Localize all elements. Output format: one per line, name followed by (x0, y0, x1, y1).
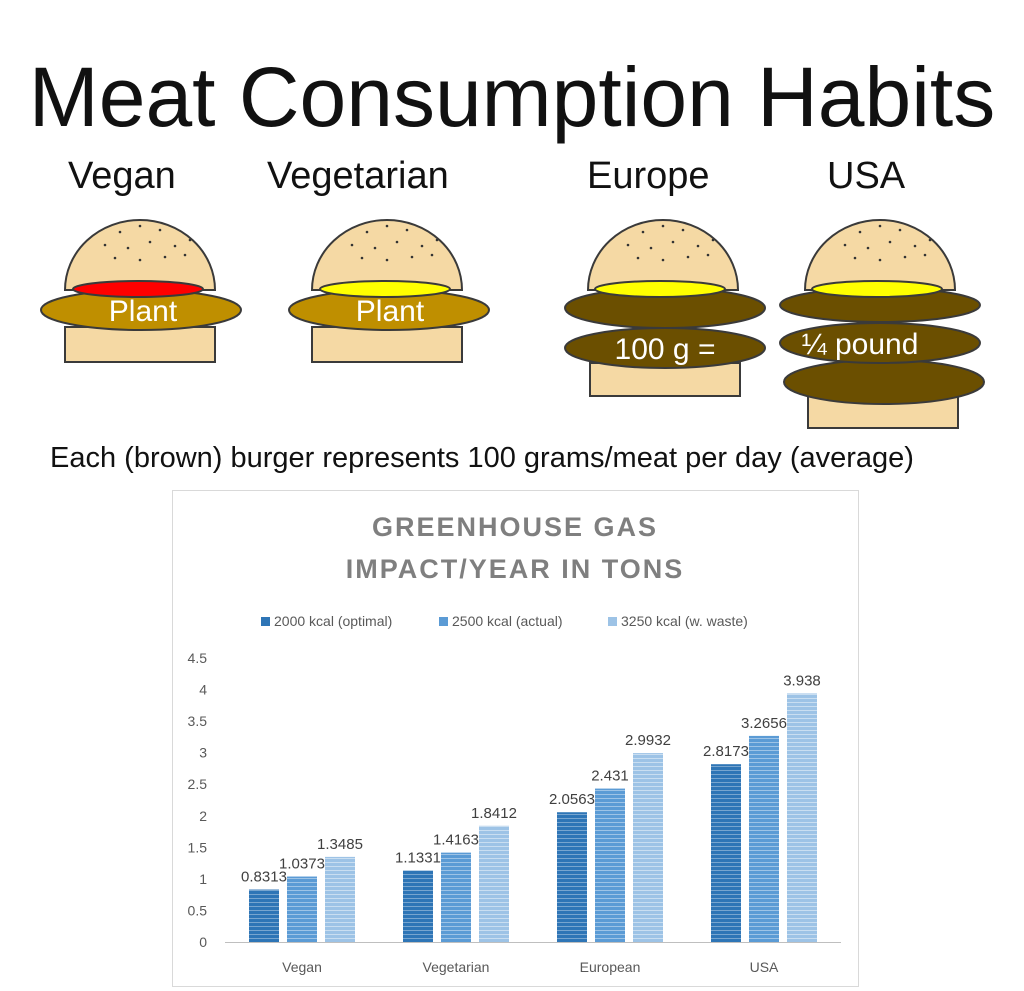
chart-title-line-1: GREENHOUSE GAS (372, 512, 658, 542)
legend-swatch-2 (608, 617, 617, 626)
category-label-vegetarian: Vegetarian (267, 155, 449, 197)
europe-bottom-bun (589, 362, 741, 397)
data-label-1-2: 1.8412 (471, 805, 517, 822)
y-tick-label: 3 (199, 745, 207, 761)
bar-1-1 (441, 852, 471, 942)
bar-0-2 (325, 856, 355, 942)
vegetarian-patty-label: Plant (356, 295, 425, 328)
x-tick-label: European (580, 959, 641, 975)
usa-burger: ¼ pound (779, 219, 985, 429)
chart-legend: 2000 kcal (optimal) 2500 kcal (actual) 325… (261, 613, 748, 629)
vegetarian-burger: Plant (288, 219, 490, 363)
y-tick-label: 2 (199, 808, 207, 824)
data-label-0-2: 1.3485 (317, 836, 363, 853)
europe-top-bun (586, 219, 740, 291)
bar-3-2 (787, 693, 817, 942)
vegetarian-bottom-bun (311, 326, 463, 363)
usa-top-bun (803, 219, 957, 291)
vegan-seeds (103, 224, 192, 262)
data-label-3-2: 3.938 (783, 672, 821, 689)
category-label-vegan: Vegan (68, 155, 176, 197)
vegan-top-bun (63, 219, 217, 291)
usa-seeds (843, 224, 932, 262)
bar-1-2 (479, 825, 509, 942)
data-label-2-1: 2.431 (591, 768, 629, 785)
page-title: Meat Consumption Habits (28, 50, 996, 144)
bar-1-0 (403, 870, 433, 942)
bar-2-0 (557, 812, 587, 942)
europe-burger: 100 g = (564, 219, 766, 397)
bar-3-0 (711, 764, 741, 942)
y-tick-label: 0 (199, 934, 207, 950)
vegan-patty-label: Plant (109, 295, 178, 328)
legend-swatch-1 (439, 617, 448, 626)
chart-title-line-2: IMPACT/YEAR IN TONS (346, 554, 685, 584)
data-label-0-1: 1.0373 (279, 856, 325, 873)
data-label-1-1: 1.4163 (433, 832, 479, 849)
legend-swatch-0 (261, 617, 270, 626)
category-label-usa: USA (827, 155, 906, 197)
europe-cheese (594, 280, 726, 298)
data-label-1-0: 1.1331 (395, 849, 441, 866)
data-label-3-0: 2.8173 (703, 743, 749, 760)
data-label-0-0: 0.8313 (241, 869, 287, 886)
greenhouse-gas-chart: GREENHOUSE GAS IMPACT/YEAR IN TONS 2000 … (188, 512, 841, 975)
y-tick-label: 4.5 (188, 650, 208, 666)
burger-caption: Each (brown) burger represents 100 grams… (50, 442, 914, 474)
bar-0-0 (249, 889, 279, 942)
burger-illustrations: Plant Plant 100 g = (40, 219, 985, 429)
bar-0-1 (287, 876, 317, 942)
y-tick-label: 4 (199, 682, 207, 698)
data-label-2-0: 2.0563 (549, 791, 595, 808)
bar-2-1 (595, 788, 625, 942)
data-label-3-1: 3.2656 (741, 715, 787, 732)
europe-patty-label: 100 g = (615, 333, 716, 366)
usa-meat-patty-3 (783, 359, 985, 405)
legend-label-2: 3250 kcal (w. waste) (621, 613, 748, 629)
category-label-europe: Europe (587, 155, 710, 197)
y-axis: 0 0.5 1 1.5 2 2.5 3 3.5 4 4.5 (188, 650, 208, 950)
y-tick-label: 3.5 (188, 713, 208, 729)
x-tick-label: USA (750, 959, 779, 975)
x-tick-label: Vegetarian (423, 959, 490, 975)
vegetarian-top-bun (310, 219, 464, 291)
y-tick-label: 0.5 (188, 902, 208, 918)
vegan-filling (72, 280, 204, 298)
vegetarian-cheese (319, 280, 451, 298)
data-label-2-2: 2.9932 (625, 732, 671, 749)
y-tick-label: 1.5 (188, 839, 208, 855)
legend-label-1: 2500 kcal (actual) (452, 613, 563, 629)
europe-seeds (626, 224, 715, 262)
y-tick-label: 2.5 (188, 776, 208, 792)
y-tick-label: 1 (199, 871, 207, 887)
bar-3-1 (749, 735, 779, 942)
x-tick-label: Vegan (282, 959, 322, 975)
chart-container: GREENHOUSE GAS IMPACT/YEAR IN TONS 2000 … (172, 490, 859, 987)
usa-cheese (811, 280, 943, 298)
usa-patty-label: ¼ pound (802, 328, 919, 361)
vegan-burger: Plant (40, 219, 242, 363)
vegetarian-seeds (350, 224, 439, 262)
bar-2-2 (633, 753, 663, 942)
legend-label-0: 2000 kcal (optimal) (274, 613, 392, 629)
x-axis: Vegan Vegetarian European USA (225, 942, 841, 975)
vegan-bottom-bun (64, 326, 216, 363)
